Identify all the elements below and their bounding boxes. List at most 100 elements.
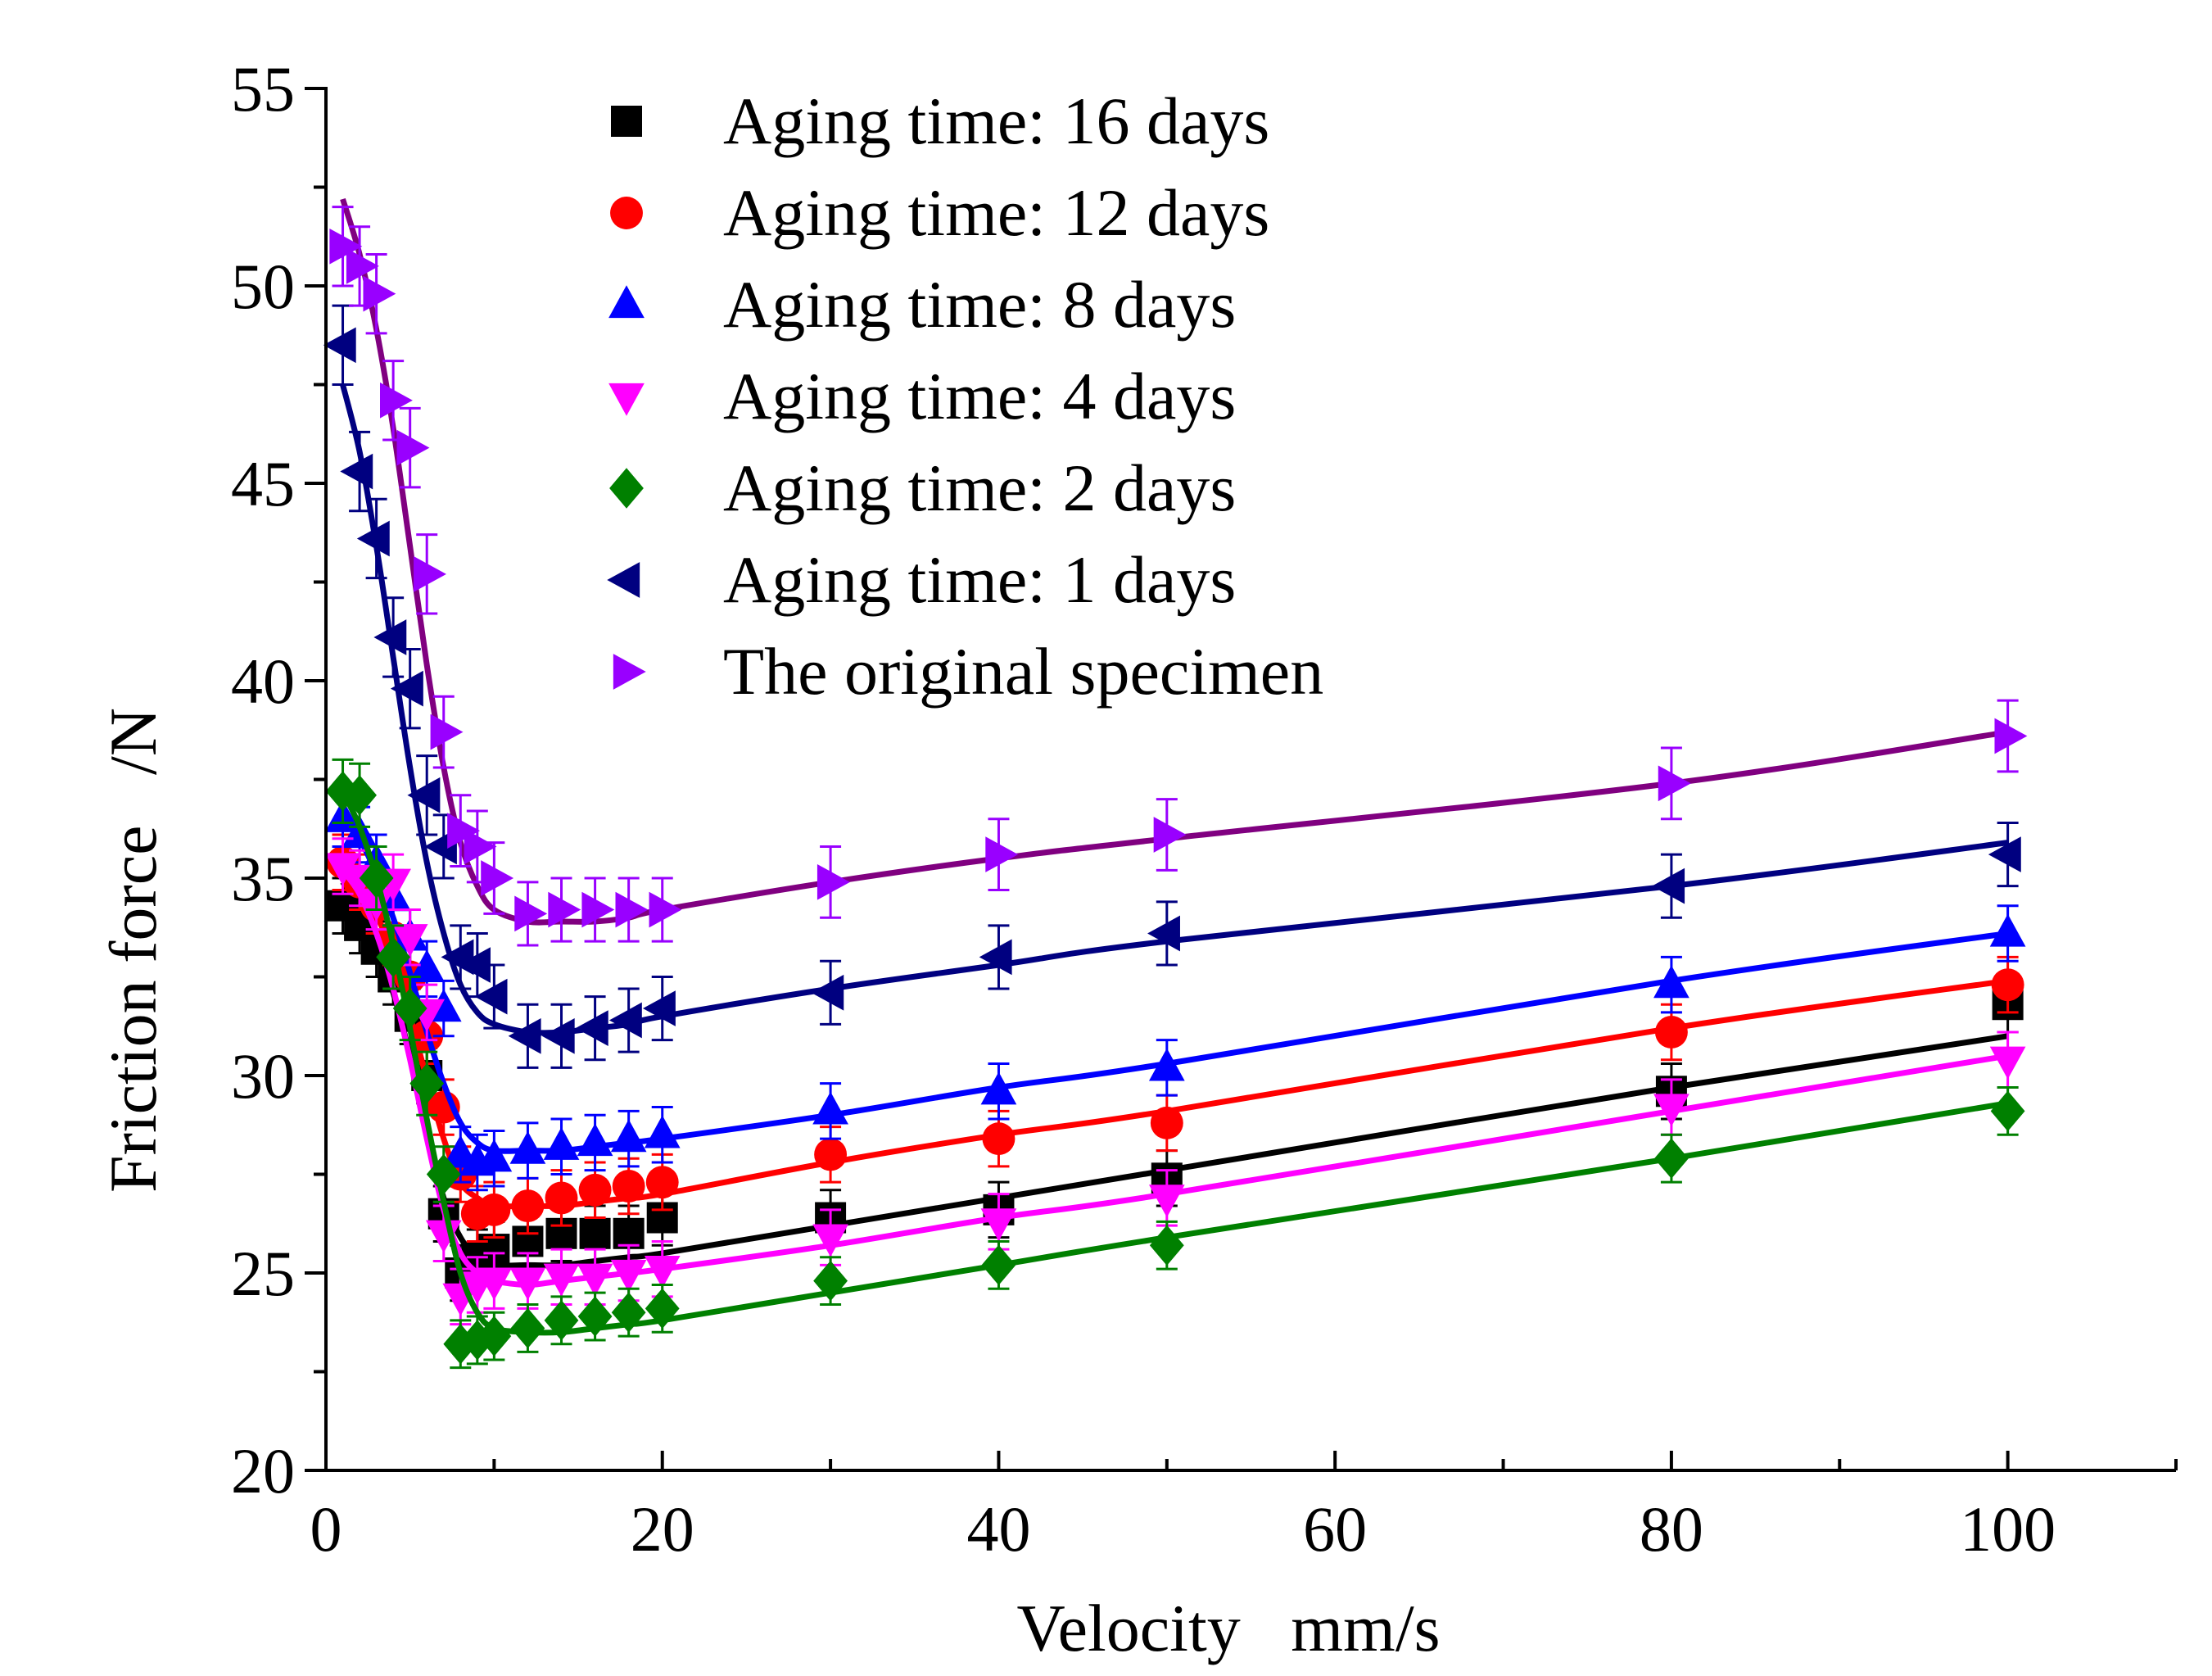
data-point bbox=[508, 1017, 541, 1054]
legend-item: Aging time: 1 days bbox=[607, 542, 1236, 617]
data-point bbox=[476, 1139, 513, 1172]
data-point bbox=[346, 248, 379, 284]
data-point bbox=[342, 775, 377, 816]
x-tick-label: 100 bbox=[1960, 1493, 2056, 1565]
data-point bbox=[409, 949, 446, 983]
data-point bbox=[581, 891, 615, 928]
data-point bbox=[812, 1091, 848, 1125]
data-point bbox=[425, 1220, 462, 1253]
data-point bbox=[645, 1288, 680, 1329]
data-point bbox=[363, 275, 396, 312]
data-point bbox=[980, 1071, 1017, 1105]
data-point bbox=[608, 1002, 642, 1039]
legend-marker bbox=[610, 197, 643, 229]
data-point bbox=[1148, 1185, 1185, 1218]
legend-item: The original specimen bbox=[613, 634, 1323, 709]
x-tick-label: 80 bbox=[1640, 1493, 1703, 1565]
data-point bbox=[541, 1017, 575, 1054]
legend-label: The original specimen bbox=[723, 634, 1323, 709]
y-tick-label: 50 bbox=[231, 251, 295, 322]
data-point bbox=[579, 1217, 611, 1249]
legend-label: Aging time: 1 days bbox=[723, 542, 1236, 617]
y-tick-label: 35 bbox=[231, 843, 295, 914]
legend-item: Aging time: 16 days bbox=[611, 84, 1269, 158]
data-point bbox=[407, 777, 441, 813]
data-point bbox=[1658, 765, 1691, 802]
data-point bbox=[1652, 867, 1685, 904]
y-tick-label: 30 bbox=[231, 1040, 295, 1112]
legend-marker bbox=[608, 285, 645, 319]
data-point bbox=[1988, 836, 2021, 872]
data-point bbox=[543, 1127, 580, 1160]
series-layer bbox=[323, 197, 2028, 1370]
data-point bbox=[414, 556, 446, 592]
fit-line-2 bbox=[340, 813, 2009, 1154]
y-tick-label: 45 bbox=[231, 448, 295, 519]
legend-item: Aging time: 8 days bbox=[608, 267, 1236, 342]
data-point bbox=[458, 947, 491, 983]
y-tick-label: 40 bbox=[231, 645, 295, 717]
data-point bbox=[649, 891, 682, 928]
legend: Aging time: 16 days Aging time: 12 days Ag… bbox=[607, 84, 1323, 709]
series-4 bbox=[325, 758, 2025, 1370]
legend-item: Aging time: 4 days bbox=[608, 359, 1236, 433]
data-point bbox=[509, 1267, 546, 1301]
data-point bbox=[1654, 1138, 1689, 1179]
legend-label: Aging time: 12 days bbox=[723, 175, 1269, 250]
data-point bbox=[477, 1316, 512, 1357]
data-point bbox=[642, 990, 676, 1026]
data-point bbox=[577, 1296, 613, 1337]
data-point bbox=[811, 974, 844, 1011]
data-point bbox=[548, 891, 581, 928]
x-tick-label: 60 bbox=[1303, 1493, 1367, 1565]
x-tick-label: 40 bbox=[966, 1493, 1030, 1565]
data-point bbox=[392, 988, 427, 1029]
data-point bbox=[1990, 1090, 2025, 1132]
series-5 bbox=[323, 304, 2021, 1069]
data-point bbox=[329, 228, 363, 265]
data-point bbox=[1653, 965, 1690, 999]
data-point bbox=[340, 453, 373, 490]
data-point bbox=[1149, 1225, 1184, 1266]
y-axis-title: Friction force /N bbox=[96, 708, 170, 1193]
data-point bbox=[610, 1119, 647, 1153]
data-point bbox=[812, 1224, 848, 1257]
data-point bbox=[577, 1263, 613, 1297]
data-point bbox=[1147, 915, 1180, 952]
legend-label: Aging time: 8 days bbox=[723, 267, 1236, 342]
data-point bbox=[390, 670, 423, 707]
data-point bbox=[575, 1010, 608, 1047]
legend-marker bbox=[608, 383, 645, 416]
data-point bbox=[813, 1260, 848, 1302]
data-point bbox=[615, 891, 649, 928]
data-point bbox=[1148, 1048, 1185, 1081]
data-point bbox=[985, 836, 1019, 872]
legend-marker bbox=[611, 106, 642, 137]
data-point bbox=[379, 382, 413, 419]
data-point bbox=[426, 1153, 461, 1195]
legend-label: Aging time: 4 days bbox=[723, 359, 1236, 433]
data-point bbox=[1991, 968, 2024, 1002]
x-axis-title: Velocity mm/s bbox=[1016, 1591, 1440, 1665]
legend-marker bbox=[609, 468, 644, 509]
data-point bbox=[981, 1244, 1016, 1286]
data-point bbox=[979, 939, 1012, 976]
data-point bbox=[323, 327, 356, 364]
data-point bbox=[1989, 913, 2026, 947]
data-point bbox=[611, 1292, 646, 1333]
data-point bbox=[1654, 1016, 1688, 1049]
data-point bbox=[1150, 1106, 1183, 1139]
data-point bbox=[1653, 1094, 1690, 1127]
data-point bbox=[376, 936, 411, 978]
data-point bbox=[409, 1062, 445, 1104]
data-point bbox=[514, 895, 548, 932]
legend-marker bbox=[607, 562, 640, 598]
data-point bbox=[476, 1267, 513, 1301]
data-point bbox=[391, 924, 428, 958]
data-point bbox=[612, 1170, 645, 1203]
data-point bbox=[510, 1307, 545, 1349]
data-point bbox=[543, 1263, 580, 1297]
data-point bbox=[578, 1173, 612, 1207]
legend-label: Aging time: 16 days bbox=[723, 84, 1269, 158]
data-point bbox=[982, 1122, 1016, 1156]
